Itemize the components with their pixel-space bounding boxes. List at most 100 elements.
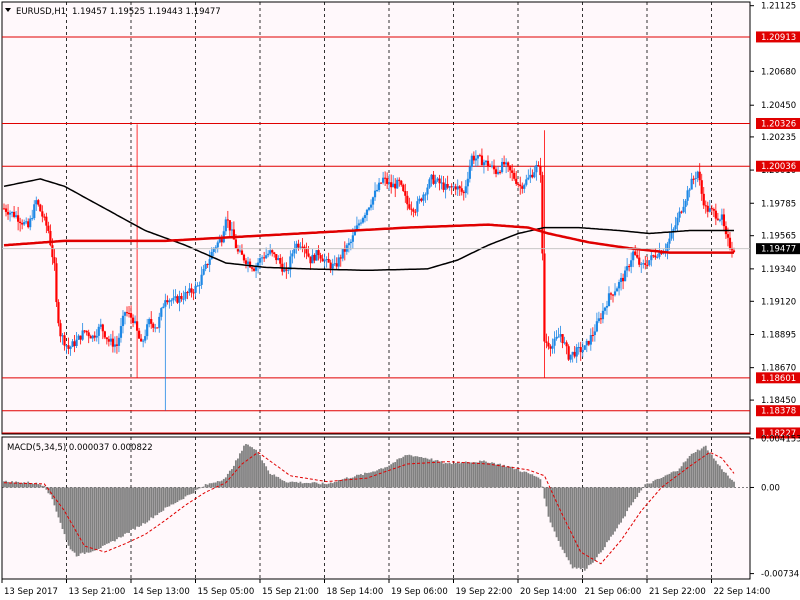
candle-body bbox=[720, 214, 724, 220]
macd-histogram-bar bbox=[45, 487, 48, 490]
macd-histogram-bar bbox=[114, 487, 116, 542]
macd-histogram-bar bbox=[249, 446, 251, 488]
price-axis[interactable]: 1.211251.206801.204501.202351.200101.197… bbox=[750, 2, 800, 580]
candle-body bbox=[23, 222, 26, 225]
candle-body bbox=[654, 255, 657, 258]
candle-body bbox=[307, 253, 310, 257]
candle-body bbox=[313, 254, 316, 261]
candle-body bbox=[382, 177, 385, 183]
price-level-tag[interactable] bbox=[756, 117, 800, 129]
macd-histogram-bar bbox=[698, 450, 701, 488]
macd-histogram-bar bbox=[277, 476, 280, 488]
candle-body bbox=[267, 253, 270, 256]
price-level-tag[interactable] bbox=[756, 405, 800, 417]
candle-body bbox=[162, 306, 165, 309]
macd-histogram-bar bbox=[160, 487, 163, 512]
macd-histogram-bar bbox=[547, 487, 550, 517]
macd-histogram-bar bbox=[17, 481, 20, 488]
candle-body bbox=[730, 248, 734, 251]
candle-body bbox=[589, 335, 592, 345]
candle-body bbox=[676, 217, 679, 226]
candle-body bbox=[373, 190, 377, 198]
macd-histogram-bar bbox=[194, 487, 197, 491]
macd-histogram-bar bbox=[424, 457, 427, 488]
candle-body bbox=[250, 267, 254, 269]
macd-histogram-bar bbox=[291, 481, 294, 488]
macd-histogram-bar bbox=[577, 487, 580, 568]
candle-body bbox=[77, 335, 80, 340]
candle-body bbox=[700, 180, 703, 194]
candle-body bbox=[492, 165, 496, 170]
macd-histogram-bar bbox=[351, 477, 354, 488]
candle-body bbox=[412, 209, 415, 212]
macd-histogram-bar bbox=[676, 471, 679, 488]
x-tick-label: 19 Sep 06:00 bbox=[391, 587, 448, 597]
candle-body bbox=[416, 201, 419, 212]
candle-body bbox=[539, 165, 542, 176]
candle-body bbox=[317, 250, 320, 256]
candle-body bbox=[301, 246, 304, 248]
candle-body bbox=[384, 177, 387, 179]
macd-histogram-bar bbox=[89, 487, 92, 553]
macd-histogram-bar bbox=[226, 473, 229, 488]
candle-body bbox=[83, 330, 86, 332]
candle-body bbox=[311, 254, 314, 264]
macd-histogram-bar bbox=[476, 462, 479, 488]
macd-histogram-bar bbox=[132, 487, 134, 529]
candle-body bbox=[202, 268, 205, 275]
macd-histogram-bar bbox=[684, 461, 687, 488]
candle-body bbox=[8, 212, 12, 215]
candle-body bbox=[656, 256, 659, 258]
candle-body bbox=[547, 342, 550, 347]
price-level-tag[interactable] bbox=[756, 427, 800, 439]
candle-body bbox=[148, 319, 151, 325]
symbol-dropdown-icon[interactable] bbox=[5, 8, 11, 12]
macd-histogram-bar bbox=[99, 487, 102, 549]
x-tick-label: 20 Sep 14:00 bbox=[520, 587, 577, 597]
macd-histogram-bar bbox=[487, 462, 489, 488]
candle-body bbox=[263, 257, 266, 259]
candle-body bbox=[184, 292, 187, 299]
price-level-tag[interactable] bbox=[756, 372, 800, 384]
candle-body bbox=[490, 165, 494, 167]
macd-histogram-bar bbox=[331, 483, 334, 488]
candle-body bbox=[682, 206, 685, 213]
candle-body bbox=[611, 294, 615, 296]
macd-histogram-bar bbox=[644, 484, 647, 488]
candle-body bbox=[634, 251, 637, 255]
macd-histogram-bar bbox=[658, 478, 661, 488]
macd-histogram-bar bbox=[696, 449, 699, 488]
macd-histogram-bar bbox=[190, 487, 193, 494]
macd-histogram-bar bbox=[170, 487, 173, 505]
price-level-tag[interactable] bbox=[756, 160, 800, 172]
candle-body bbox=[428, 179, 431, 188]
macd-histogram-bar bbox=[174, 487, 177, 504]
price-level-label: 1.20326 bbox=[761, 119, 796, 129]
macd-histogram-bar bbox=[97, 487, 100, 550]
macd-histogram-bar bbox=[158, 487, 161, 513]
candle-body bbox=[224, 219, 227, 232]
macd-histogram-bar bbox=[686, 458, 689, 488]
price-level-tag[interactable] bbox=[756, 31, 800, 43]
time-axis[interactable]: 13 Sep 2017 13 Sep 21:00 14 Sep 13:00 15 Se… bbox=[1, 579, 770, 597]
candle-body bbox=[390, 182, 393, 188]
candle-body bbox=[14, 215, 18, 217]
candle-body bbox=[204, 263, 207, 269]
candle-body bbox=[208, 259, 211, 265]
macd-histogram-bar bbox=[140, 487, 143, 526]
candle-body bbox=[396, 179, 399, 189]
macd-histogram-bar bbox=[29, 483, 32, 488]
macd-histogram-bar bbox=[152, 487, 155, 519]
candle-body bbox=[706, 205, 709, 212]
candle-body bbox=[371, 197, 375, 205]
macd-histogram-bar bbox=[253, 449, 255, 488]
y-tick-label: 1.18450 bbox=[761, 396, 796, 406]
candle-body bbox=[571, 351, 574, 355]
candle-body bbox=[269, 250, 272, 254]
candle-body bbox=[470, 155, 473, 167]
candle-body bbox=[595, 321, 598, 332]
macd-histogram-bar bbox=[79, 487, 82, 554]
candle-body bbox=[325, 258, 328, 260]
price-level-label: 1.20036 bbox=[761, 162, 796, 172]
